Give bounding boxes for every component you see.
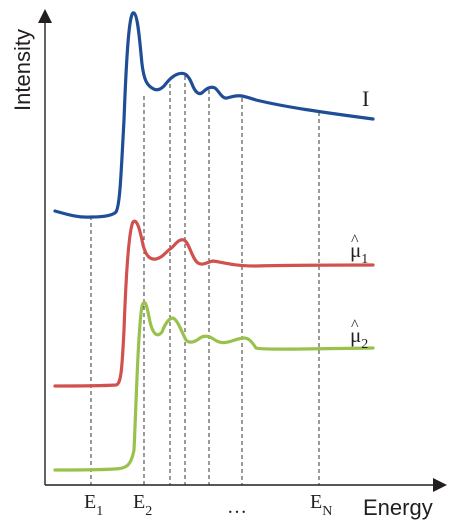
curve-label-mu1-text: μ1 (350, 238, 368, 267)
energy-guide-lines (90, 76, 320, 485)
curve-label-mu2: ^ μ2 (350, 317, 368, 352)
energy-tick-labels: E1 E2 … EN (84, 491, 332, 519)
curve-label-mu2-hat: ^ (351, 317, 359, 334)
curve-labels: I ^ μ1 ^ μ2 (350, 86, 369, 352)
curve-label-mu1-hat: ^ (351, 232, 359, 249)
tick-label-ellipsis: … (227, 496, 247, 518)
x-axis-title: Energy (363, 495, 433, 520)
curve-label-mu1: ^ μ1 (350, 232, 368, 267)
tick-label-en: EN (310, 491, 332, 519)
axes (38, 9, 447, 492)
curve-label-mu2-text: μ2 (350, 323, 368, 352)
curve-mu1 (53, 219, 375, 388)
y-axis-title: Intensity (10, 29, 35, 111)
curve-i (53, 11, 375, 219)
curve-label-i: I (362, 86, 369, 111)
curve-mu2 (53, 300, 375, 472)
tick-label-e2: E2 (133, 491, 152, 519)
tick-label-e1: E1 (84, 491, 103, 519)
